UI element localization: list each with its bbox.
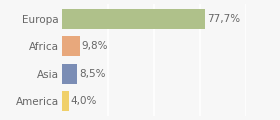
Bar — [62, 91, 69, 111]
Text: 4,0%: 4,0% — [71, 96, 97, 106]
Bar — [62, 64, 77, 84]
Text: 9,8%: 9,8% — [81, 41, 108, 51]
Text: 77,7%: 77,7% — [207, 14, 240, 24]
Bar — [62, 9, 205, 29]
Bar — [62, 36, 80, 56]
Text: 8,5%: 8,5% — [79, 69, 105, 79]
